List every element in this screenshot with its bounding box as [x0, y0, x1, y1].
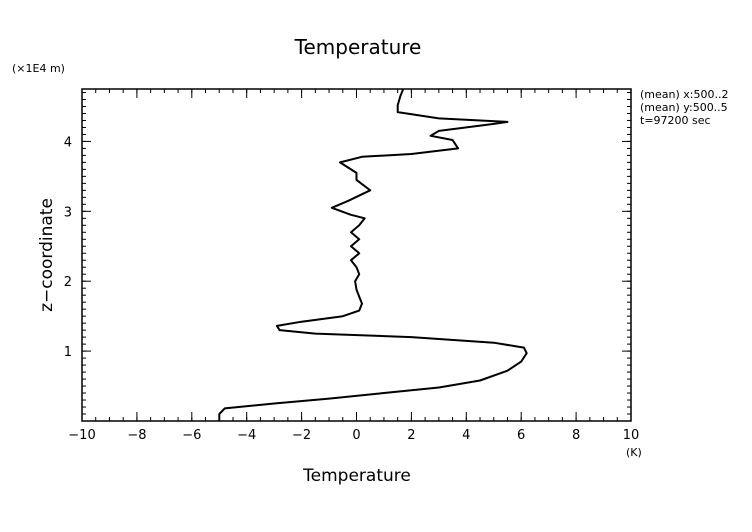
x-tick-label: −6 [182, 428, 201, 443]
x-tick-label: −8 [127, 428, 146, 443]
x-tick-label: −4 [237, 428, 256, 443]
x-tick-label: 0 [352, 428, 360, 443]
x-tick-label: 6 [517, 428, 525, 443]
chart-title: Temperature [294, 35, 422, 59]
annotation-mean-y: (mean) y:500..5 [640, 101, 728, 114]
x-tick-label: 10 [623, 428, 640, 443]
annotation-time: t=97200 sec [640, 114, 711, 127]
x-tick-label: 2 [407, 428, 415, 443]
y-tick-label: 1 [64, 345, 72, 360]
y-tick-labels: 1 2 3 4 [64, 135, 72, 360]
x-tick-labels: −10 −8 −6 −4 −2 0 2 4 6 8 10 [68, 428, 639, 443]
y-tick-label: 2 [64, 275, 72, 290]
x-units-label: (K) [626, 446, 642, 459]
y-tick-label: 4 [64, 135, 72, 150]
annotation-block: (mean) x:500..2 (mean) y:500..5 t=97200 … [640, 88, 728, 127]
x-tick-label: −10 [68, 428, 95, 443]
x-tick-label: −2 [292, 428, 311, 443]
y-units-label: (×1E4 m) [12, 62, 65, 75]
x-axis-title: Temperature [302, 466, 411, 486]
x-tick-label: 8 [572, 428, 580, 443]
y-axis-title: z−coordinate [37, 198, 57, 312]
plot-frame [81, 88, 632, 422]
x-tick-label: 4 [462, 428, 470, 443]
y-tick-label: 3 [64, 205, 72, 220]
annotation-mean-x: (mean) x:500..2 [640, 88, 728, 101]
temperature-profile-line [218, 88, 528, 421]
